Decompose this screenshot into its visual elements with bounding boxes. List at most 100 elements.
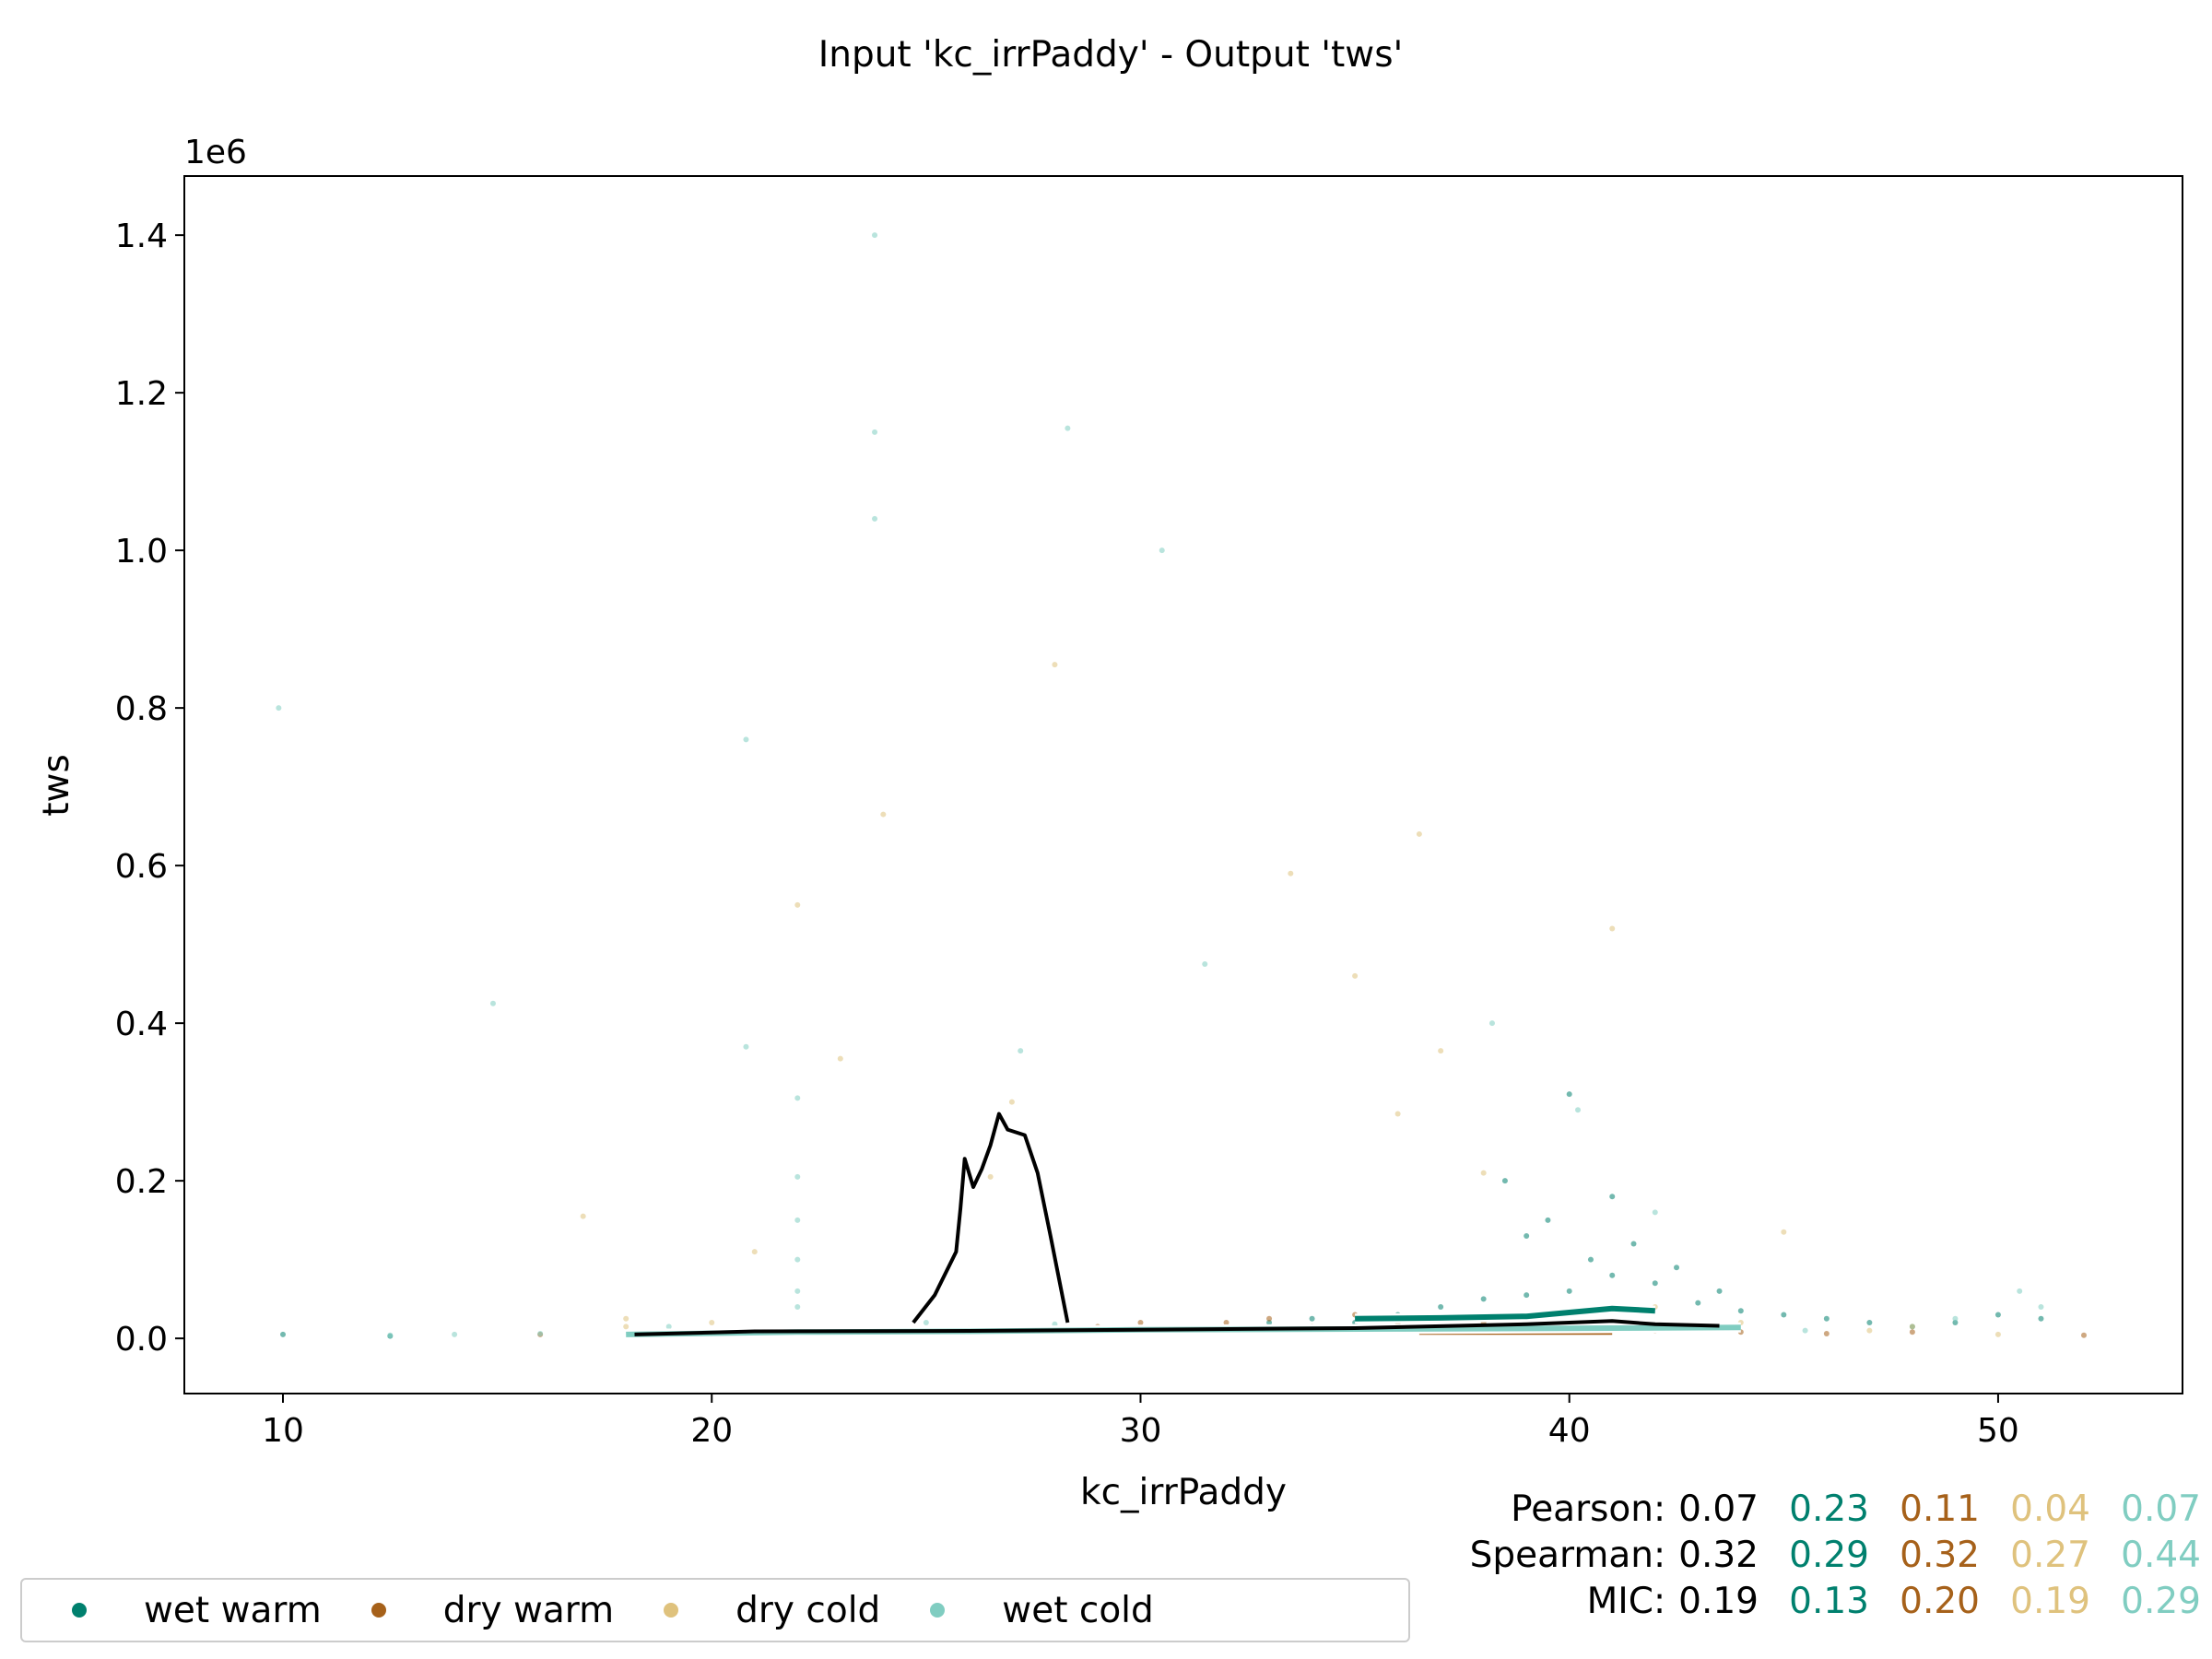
scatter-point xyxy=(872,232,878,239)
scatter-point xyxy=(880,811,887,818)
legend-marker xyxy=(72,1603,87,1618)
scatter-point xyxy=(1802,1327,1808,1334)
scatter-point xyxy=(1609,925,1616,932)
stats-value: 0.11 xyxy=(1900,1488,1980,1530)
scatter-point xyxy=(623,1315,629,1322)
scatter-point xyxy=(1652,1280,1658,1287)
scatter-point xyxy=(1288,870,1294,877)
scatter-point xyxy=(1866,1327,1873,1334)
y-tick-label: 1.0 xyxy=(115,533,168,571)
scatter-point xyxy=(1545,1217,1551,1223)
stats-value: 0.32 xyxy=(1678,1534,1759,1576)
y-offset-label: 1e6 xyxy=(184,134,247,171)
scatter-point xyxy=(1416,830,1422,837)
stats-row: MIC: 0.19 0.13 0.20 0.19 0.29 xyxy=(1470,1578,2201,1624)
scatter-point xyxy=(794,1217,801,1223)
scatter-point xyxy=(537,1331,544,1337)
stats-value: 0.20 xyxy=(1900,1580,1980,1622)
stats-label: Spearman: xyxy=(1469,1534,1666,1576)
scatter-point xyxy=(387,1332,394,1338)
x-axis: 10 20 30 40 50 xyxy=(262,1394,2019,1450)
x-tick-label: 20 xyxy=(690,1412,733,1450)
scatter-point xyxy=(987,1173,994,1180)
stats-value: 0.27 xyxy=(2010,1534,2090,1576)
scatter-point xyxy=(1137,1320,1144,1326)
scatter-point xyxy=(1566,1288,1572,1294)
scatter-point xyxy=(794,901,801,908)
scatter-point xyxy=(1524,1292,1530,1299)
scatter-point xyxy=(1716,1288,1723,1294)
scatter-point xyxy=(1994,1312,2001,1318)
scatter-point xyxy=(1223,1320,1230,1326)
scatter-point xyxy=(665,1324,672,1330)
stats-value: 0.13 xyxy=(1789,1580,1869,1622)
scatter-point xyxy=(1587,1256,1594,1263)
scatter-point xyxy=(1438,1303,1444,1310)
scatter-point xyxy=(1394,1111,1401,1117)
scatter-point xyxy=(1994,1331,2001,1337)
scatter-point xyxy=(794,1256,801,1263)
stats-label: MIC: xyxy=(1586,1580,1666,1622)
stats-value: 0.32 xyxy=(1900,1534,1980,1576)
scatter-point xyxy=(794,1173,801,1180)
scatter-point xyxy=(1266,1315,1273,1322)
scatter-point xyxy=(1909,1329,1915,1335)
x-tick-label: 30 xyxy=(1120,1412,1162,1450)
y-tick-label: 1.4 xyxy=(115,218,168,255)
stats-value: 0.04 xyxy=(2010,1488,2090,1530)
scatter-point xyxy=(751,1249,758,1255)
scatter-point xyxy=(1866,1320,1873,1326)
scatter-point xyxy=(1352,972,1359,979)
legend-item: wet cold xyxy=(880,1580,1154,1641)
scatter-point xyxy=(794,1303,801,1310)
scatter-point xyxy=(1159,547,1165,554)
scatter-point xyxy=(1609,1272,1616,1278)
scatter-point xyxy=(743,736,749,743)
scatter-point xyxy=(1065,425,1071,431)
scatter-point xyxy=(1737,1308,1744,1314)
legend-item: dry warm xyxy=(322,1580,614,1641)
scatter-point xyxy=(1008,1099,1015,1105)
plot-area xyxy=(276,232,2087,1340)
scatter-point xyxy=(2080,1332,2087,1338)
scatter-point xyxy=(743,1043,749,1050)
plot-frame xyxy=(183,175,2183,1394)
legend-marker xyxy=(664,1603,679,1618)
legend-label: dry cold xyxy=(735,1589,881,1631)
scatter-point xyxy=(2017,1288,2023,1294)
scatter-point xyxy=(1823,1315,1830,1322)
scatter-point xyxy=(1952,1320,1959,1326)
scatter-point xyxy=(872,515,878,522)
stats-value: 0.23 xyxy=(1789,1488,1869,1530)
x-tick-label: 10 xyxy=(262,1412,304,1450)
chart-title: Input 'kc_irrPaddy' - Output 'tws' xyxy=(818,34,1404,76)
legend-item: wet warm xyxy=(22,1580,322,1641)
y-tick-label: 0.8 xyxy=(115,690,168,728)
scatter-point xyxy=(489,1000,496,1006)
stats-value: 0.19 xyxy=(2010,1580,2090,1622)
scatter-point xyxy=(872,429,878,435)
scatter-point xyxy=(1575,1107,1582,1113)
scatter-point xyxy=(1052,662,1058,668)
trend-line xyxy=(912,1112,1070,1324)
scatter-point xyxy=(1480,1170,1487,1176)
y-axis-label: tws xyxy=(36,754,77,817)
scatter-point xyxy=(794,1288,801,1294)
scatter-point xyxy=(1695,1300,1701,1306)
scatter-point xyxy=(1952,1315,1959,1322)
scatter-point xyxy=(1501,1178,1508,1184)
x-axis-label: kc_irrPaddy xyxy=(1080,1472,1287,1513)
scatter-point xyxy=(1018,1048,1024,1054)
scatter-point xyxy=(1266,1320,1273,1326)
stats-value: 0.44 xyxy=(2121,1534,2201,1576)
y-axis: 0.0 0.2 0.4 0.6 0.8 1.0 1.2 1.4 xyxy=(115,218,184,1359)
scatter-point xyxy=(1609,1194,1616,1200)
trend-line xyxy=(634,1319,1720,1336)
legend-item: dry cold xyxy=(614,1580,880,1641)
stats-value: 0.07 xyxy=(2121,1488,2201,1530)
legend-label: dry warm xyxy=(442,1589,615,1631)
legend-marker xyxy=(371,1603,386,1618)
scatter-point xyxy=(709,1320,715,1326)
scatter-point xyxy=(1438,1048,1444,1054)
scatter-point xyxy=(1652,1209,1658,1216)
